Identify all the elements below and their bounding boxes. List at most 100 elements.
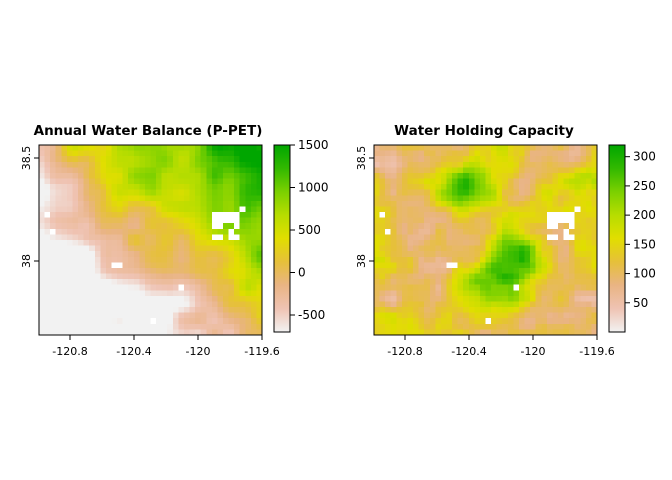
raster-cell (418, 329, 425, 335)
raster-cell (211, 234, 218, 241)
raster-cell (418, 267, 425, 274)
raster-cell (563, 312, 570, 319)
raster-cell (401, 279, 408, 285)
raster-cell (172, 150, 179, 157)
raster-cell (569, 212, 575, 218)
raster-cell (172, 301, 179, 308)
raster-cell (479, 279, 486, 285)
raster-cell (50, 161, 56, 168)
raster-cell (94, 178, 101, 185)
raster-cell (374, 167, 380, 174)
raster-cell (585, 240, 592, 246)
raster-cell (591, 295, 597, 302)
raster-cell (401, 323, 408, 330)
raster-cell (496, 267, 503, 274)
raster-cell (133, 212, 140, 218)
raster-cell (440, 178, 447, 185)
raster-cell (83, 312, 90, 319)
raster-cell (172, 189, 179, 196)
raster-cell (256, 167, 262, 174)
raster-cell (468, 312, 475, 319)
raster-cell (468, 145, 475, 151)
raster-cell (580, 156, 586, 162)
raster-cell (485, 195, 492, 201)
raster-cell (457, 273, 464, 280)
raster-cell (424, 167, 430, 174)
raster-cell (133, 318, 140, 324)
raster-cell (61, 318, 67, 324)
raster-cell (435, 161, 442, 168)
raster-cell (105, 223, 112, 229)
raster-cell (518, 167, 525, 174)
raster-cell (502, 223, 508, 229)
raster-cell (496, 301, 503, 308)
raster-cell (413, 167, 419, 174)
raster-cell (574, 223, 581, 229)
raster-cell (72, 200, 79, 207)
raster-cell (111, 234, 118, 241)
raster-cell (161, 234, 168, 241)
raster-cell (541, 301, 547, 308)
raster-cell (585, 189, 592, 196)
raster-cell (167, 167, 173, 174)
raster-cell (222, 279, 229, 285)
raster-cell (256, 156, 262, 162)
raster-cell (172, 295, 179, 302)
raster-cell (518, 150, 525, 157)
raster-cell (100, 290, 107, 296)
raster-cell (452, 189, 458, 196)
raster-cell (591, 240, 597, 246)
raster-cell (424, 145, 430, 151)
raster-cell (518, 301, 525, 308)
raster-cell (496, 273, 503, 280)
raster-cell (418, 256, 425, 263)
raster-cell (452, 200, 458, 207)
raster-cell (156, 145, 162, 151)
raster-cell (217, 167, 224, 174)
raster-cell (546, 262, 553, 269)
raster-cell (574, 267, 581, 274)
raster-cell (144, 251, 151, 257)
raster-cell (591, 178, 597, 185)
raster-cell (167, 262, 173, 269)
raster-cell (413, 312, 419, 319)
raster-cell (379, 262, 386, 269)
raster-cell (379, 228, 386, 235)
raster-cell (94, 312, 101, 319)
raster-cell (390, 200, 397, 207)
raster-cell (496, 156, 503, 162)
raster-cell (100, 178, 107, 185)
raster-cell (546, 273, 553, 280)
raster-cell (513, 178, 520, 185)
raster-cell (479, 329, 486, 335)
raster-cell (407, 279, 414, 285)
raster-cell (569, 161, 575, 168)
raster-cell (502, 295, 508, 302)
raster-cell (502, 273, 508, 280)
raster-cell (496, 189, 503, 196)
raster-cell (161, 290, 168, 296)
raster-cell (211, 318, 218, 324)
raster-cell (222, 212, 229, 218)
raster-cell (513, 312, 520, 319)
raster-cell (429, 200, 436, 207)
raster-cell (585, 245, 592, 252)
raster-cell (122, 200, 129, 207)
raster-cell (496, 167, 503, 174)
raster-cell (541, 267, 547, 274)
raster-cell (83, 145, 90, 151)
raster-cell (172, 200, 179, 207)
raster-cell (66, 223, 73, 229)
raster-cell (468, 223, 475, 229)
raster-cell (463, 279, 469, 285)
x-tick-label: -120.8 (387, 345, 422, 358)
raster-cell (100, 273, 107, 280)
raster-cell (468, 295, 475, 302)
raster-cell (585, 312, 592, 319)
raster-cell (72, 240, 79, 246)
raster-cell (83, 189, 90, 196)
raster-cell (485, 212, 492, 218)
raster-cell (183, 312, 190, 319)
raster-cell (374, 228, 380, 235)
raster-cell (55, 262, 62, 269)
